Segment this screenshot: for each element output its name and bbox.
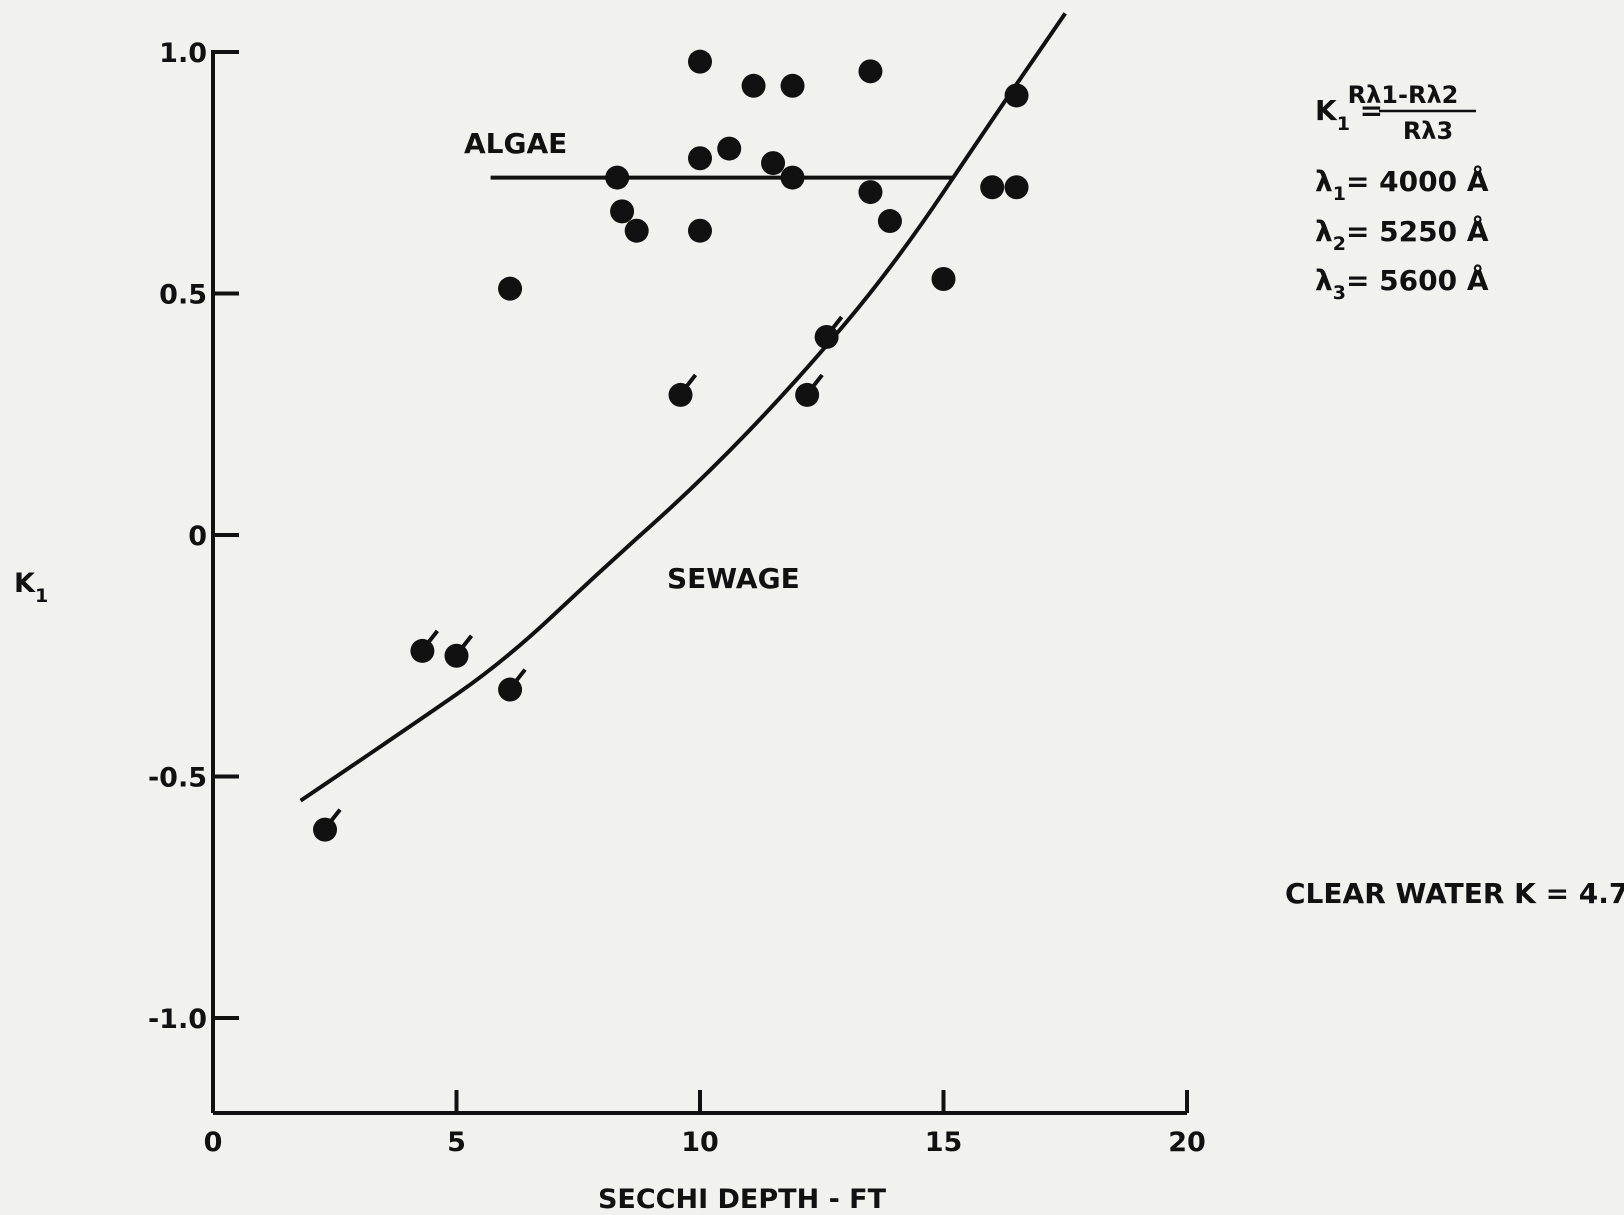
x-tick-label: 0 (204, 1127, 223, 1158)
data-point (498, 276, 523, 301)
y-tick-label: 0 (188, 521, 207, 552)
point-marker (605, 165, 630, 190)
data-point (931, 267, 956, 292)
point-flag (512, 668, 527, 685)
data-point (980, 175, 1005, 200)
data-point (780, 165, 805, 190)
data-point (858, 180, 883, 205)
formula-block: K1 = Rλ1-Rλ2 Rλ3 λ1= 4000 Å λ2= 5250 Å λ… (1315, 81, 1489, 304)
svg-text:K1: K1 (14, 568, 48, 607)
data-point (717, 136, 742, 161)
point-marker (780, 73, 805, 98)
y-tick-label: -0.5 (148, 763, 207, 794)
data-point (877, 209, 902, 234)
point-marker (877, 209, 902, 234)
flagged-data-point (814, 315, 844, 349)
point-marker (688, 218, 712, 243)
algae-label: ALGAE (464, 127, 567, 160)
point-marker (931, 267, 956, 292)
data-point (761, 151, 786, 176)
data-point (688, 49, 712, 74)
x-tick-label: 15 (925, 1127, 963, 1158)
data-point (605, 165, 630, 190)
point-flag (682, 373, 698, 391)
point-flag (829, 315, 844, 333)
point-marker (980, 175, 1005, 200)
y-axis-title-subscript: 1 (35, 585, 48, 607)
data-point (688, 146, 712, 171)
y-tick-label: 0.5 (159, 280, 207, 311)
data-point (688, 218, 712, 243)
formula-denominator: Rλ3 (1403, 117, 1453, 145)
formula-lhs-subscript: 1 (1337, 113, 1350, 135)
point-marker (688, 146, 712, 171)
flagged-data-point (444, 634, 474, 668)
x-tick-label: 5 (447, 1127, 466, 1158)
point-marker (688, 49, 712, 74)
sewage-label: SEWAGE (667, 562, 800, 595)
data-point (780, 73, 805, 98)
y-axis-title: K1 (14, 568, 48, 607)
lambda2-value: = 5250 Å (1346, 214, 1489, 248)
point-marker (761, 151, 786, 176)
svg-text:λ1= 4000 Å: λ1= 4000 Å (1315, 164, 1489, 205)
lambda1-value: = 4000 Å (1346, 164, 1489, 198)
formula-lhs: K (1315, 94, 1338, 127)
data-point (624, 218, 649, 243)
lambda3-value: = 5600 Å (1346, 263, 1489, 297)
svg-text:λ2= 5250 Å: λ2= 5250 Å (1315, 214, 1489, 255)
data-point (741, 73, 766, 98)
svg-text:λ3= 5600 Å: λ3= 5600 Å (1315, 263, 1489, 304)
sewage-fit-curve (299, 12, 1067, 803)
point-marker (741, 73, 766, 98)
flagged-data-point (498, 668, 527, 702)
ticks: 1.0 0.5 0 -0.5 -1.0 0 5 10 15 20 (148, 38, 1206, 1158)
formula-numerator: Rλ1-Rλ2 (1348, 81, 1459, 109)
x-tick-label: 20 (1168, 1127, 1206, 1158)
point-marker (858, 59, 883, 84)
point-marker (780, 165, 805, 190)
point-flag (327, 808, 342, 825)
y-tick-label: -1.0 (148, 1004, 207, 1035)
point-marker (610, 199, 635, 224)
y-axis-title-main: K (14, 568, 36, 599)
point-flag (424, 629, 439, 647)
data-point (1004, 175, 1029, 200)
fit-lines (299, 12, 1067, 803)
data-points (313, 49, 1029, 842)
flagged-data-point (668, 373, 698, 407)
clear-water-note: CLEAR WATER K = 4.75 (1285, 877, 1624, 910)
y-tick-label: 1.0 (159, 38, 207, 69)
data-point (858, 59, 883, 84)
flagged-data-point (410, 629, 439, 663)
point-flag (458, 634, 474, 651)
flagged-data-point (313, 808, 342, 842)
data-point (1004, 83, 1029, 108)
point-marker (624, 218, 649, 243)
x-axis-title: SECCHI DEPTH - FT (598, 1184, 887, 1215)
point-marker (498, 276, 523, 301)
point-marker (858, 180, 883, 205)
data-point (610, 199, 635, 224)
x-tick-label: 10 (681, 1127, 719, 1158)
point-marker (1004, 83, 1029, 108)
flagged-data-point (795, 373, 824, 407)
point-flag (809, 373, 824, 391)
point-marker (1004, 175, 1029, 200)
svg-text:K1 =: K1 = (1315, 94, 1383, 135)
point-marker (717, 136, 742, 161)
